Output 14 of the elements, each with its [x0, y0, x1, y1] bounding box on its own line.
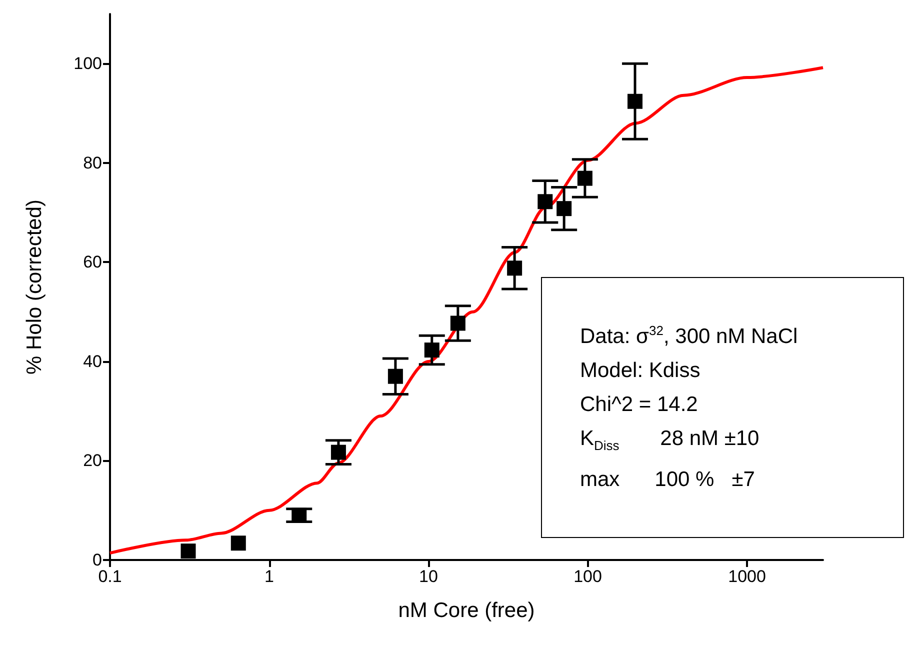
x-tick-label: 0.1	[98, 567, 122, 586]
y-tick-label: 80	[83, 153, 102, 172]
x-tick-label: 1000	[728, 567, 766, 586]
y-tick-label: 60	[83, 252, 102, 272]
y-tick-label: 100	[74, 54, 102, 74]
x-tick-label: 100	[574, 567, 602, 586]
x-tick-label: 10	[419, 567, 438, 586]
y-tick-label: 0	[92, 550, 102, 570]
y-tick-label: 20	[83, 451, 102, 470]
x-axis-title: nM Core (free)	[398, 599, 535, 622]
y-tick-label: 40	[83, 352, 102, 371]
x-tick-label: 1	[264, 567, 274, 586]
info-box: Data: σ$^{32}$, 300 nM NaCl Model: Kdiss Chi^2 = 14.2 K$_{Diss}$ 28 nM ±10 max 100 % ±7	[541, 277, 904, 538]
y-axis-title: % Holo (corrected)	[23, 199, 46, 375]
